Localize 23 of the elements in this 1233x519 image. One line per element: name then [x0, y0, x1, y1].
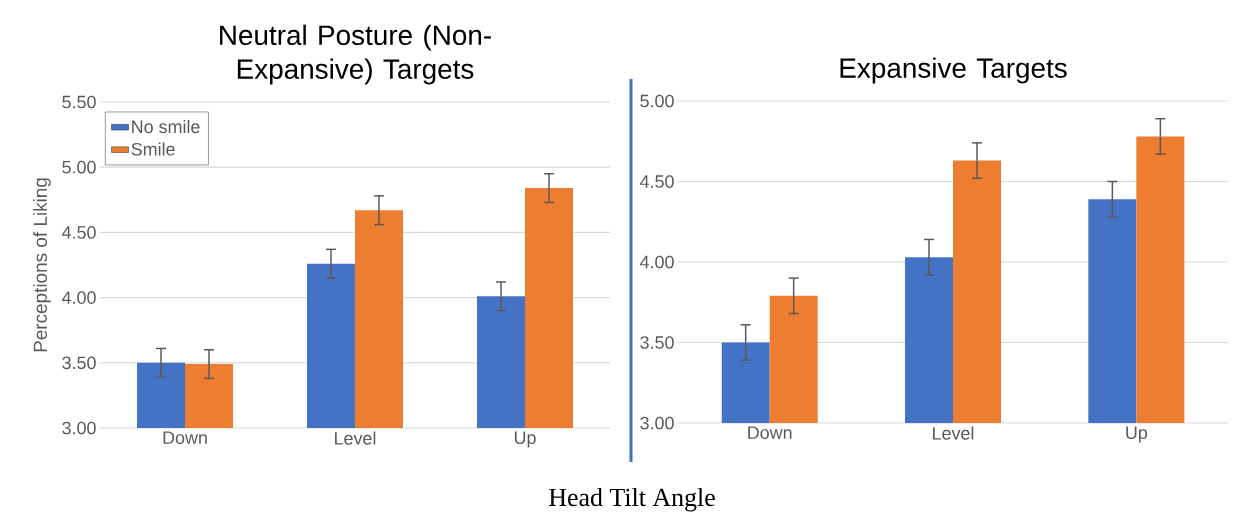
- chart-title: Neutral Posture (Non-Expansive) Targets: [220, 24, 491, 85]
- x-tick-label: Up: [1126, 426, 1148, 443]
- y-tick-label: 3.50: [640, 336, 674, 349]
- y-tick-label: 4.00: [61, 291, 96, 304]
- text: Head Tilt Angle: [549, 487, 715, 512]
- y-tick-label: 4.00: [639, 255, 674, 269]
- y-tick-label: 3.00: [62, 421, 96, 435]
- y-tick-label: 5.00: [62, 160, 96, 174]
- x-tick-label: Level: [933, 426, 974, 440]
- x-tick-label: Level: [335, 431, 376, 445]
- y-tick-label: 3.50: [62, 356, 96, 370]
- x-tick-label: Down: [748, 426, 792, 440]
- x-tick-label: Up: [514, 431, 536, 448]
- chart-title: Expansive Targets: [840, 57, 1067, 84]
- y-tick-label: 3.00: [640, 416, 674, 430]
- y-axis-title: Perceptions of Liking: [33, 178, 51, 352]
- y-tick-label: 5.50: [62, 95, 96, 109]
- x-tick-label: Down: [163, 431, 207, 445]
- y-tick-label: 4.50: [639, 175, 674, 188]
- y-tick-label: 4.50: [61, 226, 96, 239]
- legend-label: Smile: [131, 142, 175, 156]
- legend-label: No smile: [132, 119, 200, 134]
- y-tick-label: 5.00: [640, 94, 674, 108]
